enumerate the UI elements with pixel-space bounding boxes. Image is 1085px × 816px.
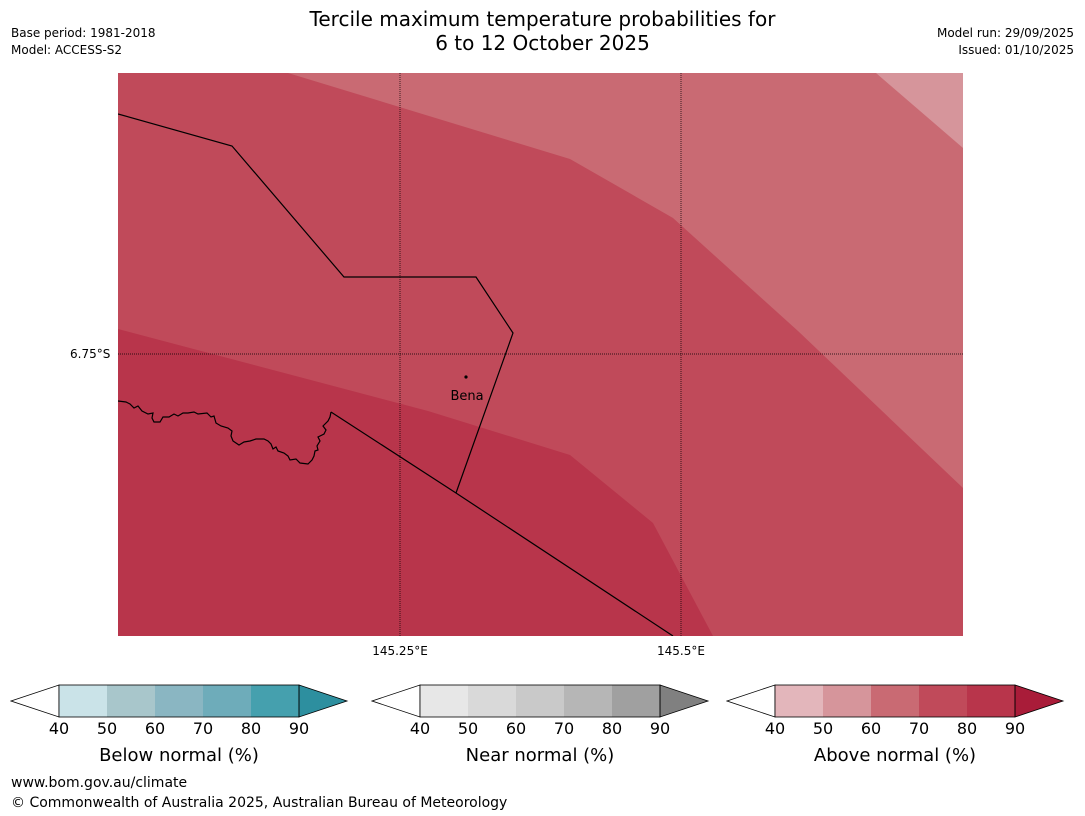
colorbar-above-tick-60: 60 <box>860 719 882 738</box>
colorbar-near-tick-60: 60 <box>505 719 527 738</box>
colorbar-below <box>10 684 349 718</box>
colorbar-near-low-arrow <box>371 684 421 718</box>
colorbar-below-tick-50: 50 <box>96 719 118 738</box>
colorbar-near-40-50 <box>420 685 468 717</box>
bena-marker <box>464 375 468 379</box>
colorbar-above-tick-90: 90 <box>1004 719 1026 738</box>
colorbar-above-40-50 <box>775 685 823 717</box>
colorbar-above-label: Above normal (%) <box>813 745 977 766</box>
model-name: Model: ACCESS-S2 <box>11 43 123 57</box>
colorbar-below-high-arrow <box>298 684 349 718</box>
colorbar-near-high-arrow <box>659 684 710 718</box>
colorbar-below-40-50 <box>59 685 107 717</box>
colorbar-above-tick-50: 50 <box>812 719 834 738</box>
colorbar-below-80-90 <box>251 685 299 717</box>
meta-left: Base period: 1981-2018 Model: ACCESS-S2 <box>11 25 156 59</box>
issued-date: Issued: 01/10/2025 <box>958 43 1074 57</box>
colorbar-below-50-60 <box>107 685 155 717</box>
colorbar-below-low-arrow <box>10 684 60 718</box>
colorbar-above-60-70 <box>871 685 919 717</box>
colorbar-near-tick-50: 50 <box>457 719 479 738</box>
colorbar-below-tick-80: 80 <box>240 719 262 738</box>
lon-label-145-5: 145.5°E <box>657 644 705 658</box>
colorbar-near-tick-90: 90 <box>649 719 671 738</box>
colorbar-near-label: Near normal (%) <box>465 745 615 766</box>
colorbar-above-80-90 <box>967 685 1015 717</box>
coastline-river <box>118 400 332 465</box>
map-region-50-60 <box>876 73 963 148</box>
map-region-60-70 <box>288 73 963 488</box>
colorbar-near-70-80 <box>564 685 612 717</box>
footer-url: www.bom.gov.au/climate <box>11 775 188 791</box>
place-label: Bena <box>450 389 483 404</box>
colorbar-above-70-80 <box>919 685 967 717</box>
probability-map: Bena <box>118 73 963 636</box>
lon-label-145-25: 145.25°E <box>372 644 428 658</box>
colorbar-above <box>726 684 1065 718</box>
colorbar-near-80-90 <box>612 685 660 717</box>
meta-right: Model run: 29/09/2025 Issued: 01/10/2025 <box>937 25 1074 59</box>
base-period: Base period: 1981-2018 <box>11 26 156 40</box>
map-title: Tercile maximum temperature probabilitie… <box>0 7 1085 55</box>
title-line-1: Tercile maximum temperature probabilitie… <box>309 7 776 31</box>
model-run: Model run: 29/09/2025 <box>936 26 1074 40</box>
colorbar-below-tick-40: 40 <box>48 719 70 738</box>
colorbar-near-tick-80: 80 <box>601 719 623 738</box>
colorbar-near-tick-40: 40 <box>409 719 431 738</box>
title-line-2: 6 to 12 October 2025 <box>435 31 650 55</box>
map-region-80-90 <box>118 329 713 636</box>
province-boundary <box>118 113 514 494</box>
colorbar-near-tick-70: 70 <box>553 719 575 738</box>
colorbar-near <box>371 684 710 718</box>
colorbar-above-tick-80: 80 <box>956 719 978 738</box>
colorbar-near-60-70 <box>516 685 564 717</box>
province-boundary-south <box>330 411 674 636</box>
colorbar-below-70-80 <box>203 685 251 717</box>
colorbar-below-60-70 <box>155 685 203 717</box>
colorbar-near-50-60 <box>468 685 516 717</box>
colorbar-below-tick-60: 60 <box>144 719 166 738</box>
colorbar-above-50-60 <box>823 685 871 717</box>
colorbar-below-tick-70: 70 <box>192 719 214 738</box>
footer-copyright: © Commonwealth of Australia 2025, Austra… <box>11 795 508 811</box>
colorbar-above-tick-40: 40 <box>764 719 786 738</box>
colorbar-below-label: Below normal (%) <box>99 745 259 766</box>
colorbar-above-high-arrow <box>1014 684 1065 718</box>
colorbar-below-tick-90: 90 <box>288 719 310 738</box>
lat-label: 6.75°S <box>70 347 111 361</box>
colorbar-above-low-arrow <box>726 684 776 718</box>
colorbar-above-tick-70: 70 <box>908 719 930 738</box>
